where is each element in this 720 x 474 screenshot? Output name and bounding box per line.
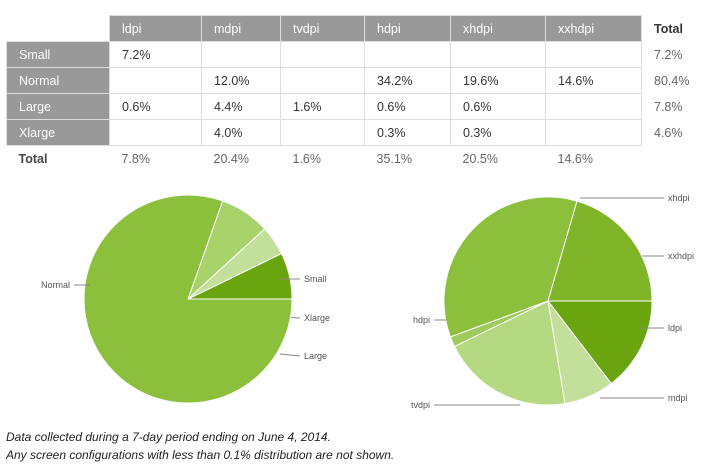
table-cell — [545, 41, 642, 68]
total-column-header: Total — [654, 21, 683, 36]
table-cell: 14.6% — [545, 67, 642, 94]
table-cell: 0.6% — [109, 93, 202, 120]
row-header: Normal — [6, 67, 110, 94]
pie-slice-mdpi — [453, 300, 566, 406]
table-cell: 4.0% — [201, 119, 281, 146]
note-threshold: Any screen configurations with less than… — [6, 448, 395, 462]
column-header: mdpi — [201, 15, 281, 42]
table-footer-row: Total 7.8% 20.4% 1.6% 35.1% 20.5% 14.6% — [7, 146, 712, 172]
table-cell: 19.6% — [450, 67, 546, 94]
column-total: 1.6% — [292, 151, 322, 166]
column-header: xxhdpi — [545, 15, 642, 42]
slice-label-xhdpi: xhdpi — [668, 193, 690, 203]
row-header: Large — [6, 93, 110, 120]
table-row: Small 7.2% 7.2% — [6, 41, 712, 68]
table-corner — [6, 15, 110, 42]
column-total: 35.1% — [376, 151, 412, 166]
slice-label-ldpi: ldpi — [668, 323, 682, 333]
column-total: 14.6% — [557, 151, 593, 166]
table-cell: 7.2% — [109, 41, 202, 68]
table-cell: 12.0% — [201, 67, 281, 94]
column-header: ldpi — [109, 15, 202, 42]
table-cell — [545, 93, 642, 120]
row-header: Small — [6, 41, 110, 68]
column-header: hdpi — [364, 15, 451, 42]
column-total: 20.4% — [213, 151, 249, 166]
column-header: tvdpi — [280, 15, 365, 42]
slice-label-small: Small — [304, 274, 327, 284]
table-cell — [109, 67, 202, 94]
row-total: 7.2% — [654, 47, 683, 62]
table-cell: 4.4% — [201, 93, 281, 120]
density-table: ldpi mdpi tvdpi hdpi xhdpi xxhdpi Total … — [6, 15, 712, 172]
row-total: 7.8% — [654, 99, 683, 114]
table-cell — [280, 119, 365, 146]
slice-label-large: Large — [304, 351, 327, 361]
note-collection-period: Data collected during a 7-day period end… — [6, 430, 331, 444]
table-cell — [280, 41, 365, 68]
column-total: 20.5% — [462, 151, 498, 166]
pie-slice-xhdpi — [547, 200, 653, 302]
table-header-row: ldpi mdpi tvdpi hdpi xhdpi xxhdpi Total — [6, 15, 712, 42]
table-cell: 0.3% — [364, 119, 451, 146]
row-total: 4.6% — [654, 125, 683, 140]
column-total: 7.8% — [121, 151, 151, 166]
table-cell: 0.6% — [364, 93, 451, 120]
table-cell — [201, 41, 281, 68]
column-header: xhdpi — [450, 15, 546, 42]
footer-empty — [642, 146, 712, 172]
table-cell — [545, 119, 642, 146]
pie-charts: Small Xlarge Large Normal xxhdpi ldpi mdpi tvdp… — [41, 193, 694, 410]
table-cell: 1.6% — [280, 93, 365, 120]
slice-label-hdpi: hdpi — [413, 315, 430, 325]
row-header: Xlarge — [6, 119, 110, 146]
table-cell — [280, 67, 365, 94]
slice-label-xxhdpi: xxhdpi — [668, 251, 694, 261]
table-cell — [364, 41, 451, 68]
table-cell: 34.2% — [364, 67, 451, 94]
table-cell: 0.3% — [450, 119, 546, 146]
row-total: 80.4% — [654, 73, 690, 88]
table-cell: 0.6% — [450, 93, 546, 120]
table-row: Normal 12.0% 34.2% 19.6% 14.6% 80.4% — [6, 67, 712, 94]
pie-slice-normal — [83, 194, 293, 404]
pie-slice-xxhdpi — [546, 300, 653, 385]
leader-line-large — [279, 353, 301, 357]
table-row: Xlarge 4.0% 0.3% 0.3% 4.6% — [6, 119, 712, 146]
slice-label-xlarge: Xlarge — [304, 313, 330, 323]
slice-label-tvdpi: tvdpi — [411, 400, 430, 410]
slice-label-normal: Normal — [41, 280, 70, 290]
footer-label: Total — [18, 151, 48, 166]
table-row: Large 0.6% 4.4% 1.6% 0.6% 0.6% 7.8% — [6, 93, 712, 120]
pie-slice-hdpi — [443, 196, 578, 338]
table-cell — [109, 119, 202, 146]
slice-label-mdpi: mdpi — [668, 393, 688, 403]
table-cell — [450, 41, 546, 68]
